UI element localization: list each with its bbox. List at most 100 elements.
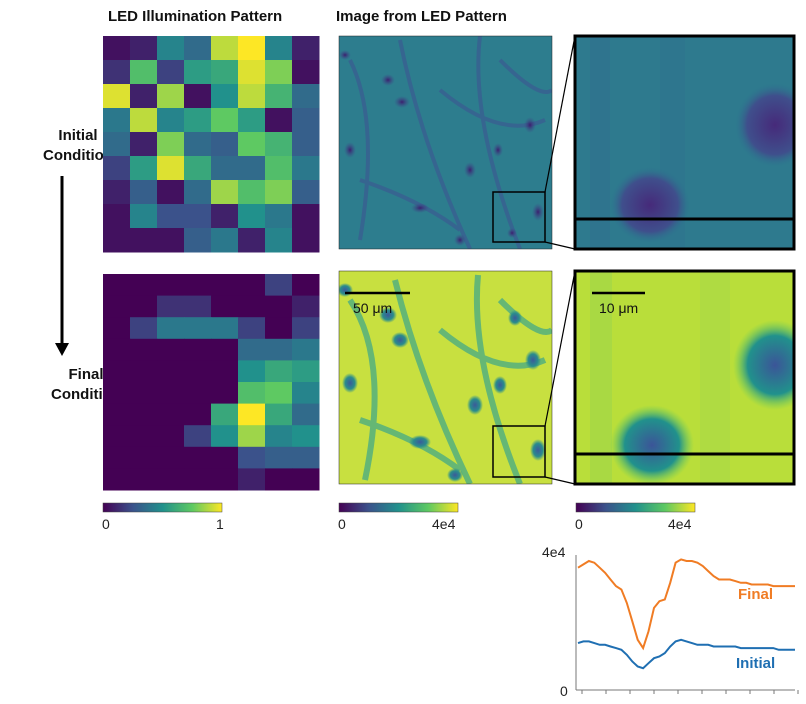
led-cell — [157, 360, 185, 383]
led-pattern-final-heatmap — [103, 274, 320, 491]
zoom-connector-final-top — [544, 270, 576, 427]
led-cell — [130, 204, 158, 229]
led-cell — [103, 60, 131, 85]
led-cell — [103, 156, 131, 181]
led-cell — [238, 446, 266, 469]
led-cell — [184, 274, 212, 297]
led-cell — [211, 156, 239, 181]
led-cell — [184, 317, 212, 340]
led-cell — [211, 317, 239, 340]
zoom-colorbar — [575, 502, 696, 513]
led-cell — [157, 274, 185, 297]
led-cell — [103, 180, 131, 205]
led-cell — [292, 425, 320, 448]
image-colorbar-min: 0 — [338, 516, 346, 532]
led-cell — [157, 425, 185, 448]
legend-final: Final — [738, 586, 774, 603]
led-cell — [103, 36, 131, 61]
led-cell — [157, 132, 185, 157]
led-cell — [238, 132, 266, 157]
led-cell — [211, 108, 239, 133]
led-pattern-initial-heatmap — [103, 36, 320, 253]
led-cell — [130, 468, 158, 491]
led-cell — [211, 425, 239, 448]
led-cell — [184, 228, 212, 253]
led-cell — [238, 425, 266, 448]
led-cell — [130, 228, 158, 253]
led-cell — [130, 425, 158, 448]
led-cell — [184, 446, 212, 469]
led-cell — [157, 156, 185, 181]
condition-arrow-head — [55, 343, 69, 356]
led-cell — [238, 108, 266, 133]
led-cell — [184, 425, 212, 448]
led-cell — [265, 295, 293, 318]
led-cell — [184, 295, 212, 318]
image-final — [339, 271, 552, 484]
led-cell — [211, 204, 239, 229]
led-cell — [184, 180, 212, 205]
led-cell — [103, 228, 131, 253]
led-cell — [292, 446, 320, 469]
zoom-connector-initial-top — [544, 35, 576, 193]
led-cell — [238, 382, 266, 405]
led-cell — [103, 84, 131, 109]
led-cell — [130, 180, 158, 205]
led-cell — [130, 295, 158, 318]
zoom-connector-initial-bottom — [544, 241, 576, 250]
led-cell — [211, 36, 239, 61]
led-cell — [130, 274, 158, 297]
led-cell — [292, 403, 320, 426]
led-cell — [238, 204, 266, 229]
led-cell — [157, 382, 185, 405]
intensity-profile-chart — [575, 555, 799, 694]
led-cell — [238, 60, 266, 85]
led-cell — [238, 228, 266, 253]
image-colorbar-max: 4e4 — [432, 516, 456, 532]
led-cell — [292, 156, 320, 181]
led-cell — [103, 204, 131, 229]
led-cell — [184, 156, 212, 181]
led-cell — [211, 338, 239, 361]
led-cell — [238, 274, 266, 297]
legend-initial: Initial — [736, 655, 776, 672]
zoom-region-box-initial — [492, 191, 546, 243]
image-colorbar — [338, 502, 459, 513]
led-cell — [292, 180, 320, 205]
led-cell — [238, 295, 266, 318]
led-cell — [292, 36, 320, 61]
led-cell — [157, 446, 185, 469]
led-cell — [157, 403, 185, 426]
chart-x-ticks — [581, 690, 799, 694]
led-cell — [211, 228, 239, 253]
led-cell — [265, 274, 293, 297]
led-cell — [265, 360, 293, 383]
led-cell — [265, 317, 293, 340]
led-cell — [130, 156, 158, 181]
led-cell — [265, 180, 293, 205]
led-cell — [184, 132, 212, 157]
led-cell — [103, 360, 131, 383]
led-cell — [211, 84, 239, 109]
led-pattern-header: LED Illumination Pattern — [108, 8, 283, 25]
led-cell — [157, 338, 185, 361]
led-cell — [130, 60, 158, 85]
led-cell — [265, 425, 293, 448]
led-cell — [157, 180, 185, 205]
led-cell — [211, 403, 239, 426]
led-cell — [157, 108, 185, 133]
zoom-image-initial — [575, 36, 794, 249]
led-cell — [238, 156, 266, 181]
led-cell — [238, 468, 266, 491]
led-cell — [238, 84, 266, 109]
led-cell — [265, 338, 293, 361]
led-cell — [292, 228, 320, 253]
initial-condition-label: Initial Condition — [23, 126, 133, 166]
led-cell — [184, 403, 212, 426]
led-cell — [211, 60, 239, 85]
image-header: Image from LED Pattern — [336, 8, 507, 25]
initial-label-line1: Initial — [58, 127, 98, 144]
led-cell — [292, 338, 320, 361]
led-cell — [265, 84, 293, 109]
led-cell — [292, 274, 320, 297]
